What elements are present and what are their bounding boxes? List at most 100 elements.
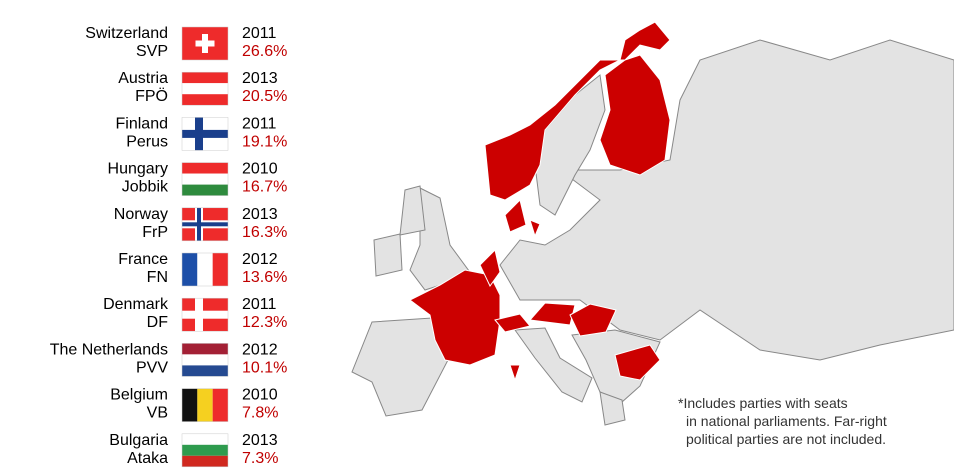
italy bbox=[514, 327, 593, 403]
vote-share: 16.3% bbox=[242, 224, 287, 241]
flag-stripe bbox=[182, 184, 228, 196]
flag-stripe bbox=[182, 94, 228, 106]
flag-stripe bbox=[212, 253, 228, 286]
eastern-europe bbox=[499, 39, 954, 361]
flag-stripe bbox=[197, 388, 213, 422]
flag bbox=[181, 162, 229, 196]
flag-stripe bbox=[182, 365, 228, 377]
flag bbox=[181, 388, 229, 422]
vote-share: 20.5% bbox=[242, 88, 287, 105]
flag-cross bbox=[182, 310, 228, 319]
flag-stripe bbox=[182, 253, 198, 286]
france bbox=[409, 269, 501, 366]
year: 2011 bbox=[242, 25, 277, 42]
year: 2010 bbox=[242, 387, 278, 404]
bulgaria bbox=[614, 344, 661, 381]
vote-share: 26.6% bbox=[242, 43, 287, 60]
flag bbox=[181, 71, 229, 106]
year: 2011 bbox=[242, 296, 277, 313]
year: 2013 bbox=[242, 432, 278, 449]
vote-share: 19.1% bbox=[242, 133, 287, 150]
flag-cross bbox=[182, 222, 228, 227]
year: 2012 bbox=[242, 251, 278, 268]
vote-share: 7.3% bbox=[242, 450, 278, 467]
party: Ataka bbox=[127, 450, 168, 467]
party: VB bbox=[147, 405, 168, 422]
flag-border bbox=[181, 71, 229, 106]
country: The Netherlands bbox=[50, 341, 168, 358]
flag-stripe bbox=[212, 388, 228, 422]
year: 2013 bbox=[242, 70, 278, 87]
flag bbox=[181, 26, 229, 61]
denmark-islands bbox=[529, 219, 541, 238]
flag-border bbox=[181, 26, 229, 61]
flag bbox=[181, 297, 229, 332]
party: SVP bbox=[136, 43, 168, 60]
vote-share: 16.7% bbox=[242, 179, 287, 196]
party: FrP bbox=[142, 224, 168, 241]
flag-border bbox=[181, 297, 229, 332]
flag-border bbox=[181, 207, 229, 242]
country: Bulgaria bbox=[109, 432, 168, 449]
flag bbox=[181, 433, 229, 468]
flag-stripe bbox=[182, 72, 228, 84]
greece bbox=[599, 391, 626, 426]
country: Hungary bbox=[108, 161, 168, 178]
benelux bbox=[479, 249, 501, 287]
party: Jobbik bbox=[122, 179, 169, 196]
flag-stripe bbox=[182, 455, 228, 467]
footnote: political parties are not included. bbox=[686, 431, 886, 447]
flag-border bbox=[181, 117, 229, 151]
flag bbox=[181, 117, 229, 151]
flag-border bbox=[181, 162, 229, 196]
year: 2010 bbox=[242, 161, 278, 178]
flag bbox=[181, 343, 229, 377]
flag-stripe bbox=[182, 83, 228, 95]
country: Finland bbox=[116, 115, 168, 132]
vote-share: 12.3% bbox=[242, 314, 287, 331]
flag-cross bbox=[195, 40, 215, 47]
flag-border bbox=[181, 343, 229, 377]
switzerland bbox=[494, 313, 531, 333]
flag-border bbox=[181, 252, 229, 287]
hungary bbox=[569, 303, 617, 337]
flag-stripe bbox=[182, 444, 228, 456]
country: France bbox=[118, 251, 168, 268]
flag-stripe bbox=[182, 354, 228, 366]
party: Perus bbox=[126, 133, 168, 150]
party: DF bbox=[147, 314, 169, 331]
country: Switzerland bbox=[85, 25, 168, 42]
flag-border bbox=[181, 388, 229, 422]
footnote: in national parliaments. Far-right bbox=[686, 413, 887, 429]
year: 2012 bbox=[242, 341, 278, 358]
flag-stripe bbox=[182, 173, 228, 185]
vote-share: 7.8% bbox=[242, 405, 278, 422]
corsica bbox=[509, 364, 521, 382]
party: FN bbox=[147, 269, 168, 286]
vote-share: 13.6% bbox=[242, 269, 287, 286]
country: Belgium bbox=[110, 387, 168, 404]
party: PVV bbox=[136, 359, 168, 376]
flag bbox=[181, 207, 229, 242]
country: Norway bbox=[114, 206, 168, 223]
party-list: SwitzerlandSVP201126.6%AustriaFPÖ201320.… bbox=[50, 25, 287, 468]
flag-cross bbox=[182, 129, 228, 138]
denmark bbox=[504, 199, 527, 233]
country: Denmark bbox=[103, 296, 169, 313]
flag bbox=[181, 252, 229, 287]
flag-stripe bbox=[182, 433, 228, 445]
year: 2013 bbox=[242, 206, 278, 223]
finland bbox=[599, 54, 671, 176]
country: Austria bbox=[118, 70, 168, 87]
sweden bbox=[534, 74, 606, 216]
